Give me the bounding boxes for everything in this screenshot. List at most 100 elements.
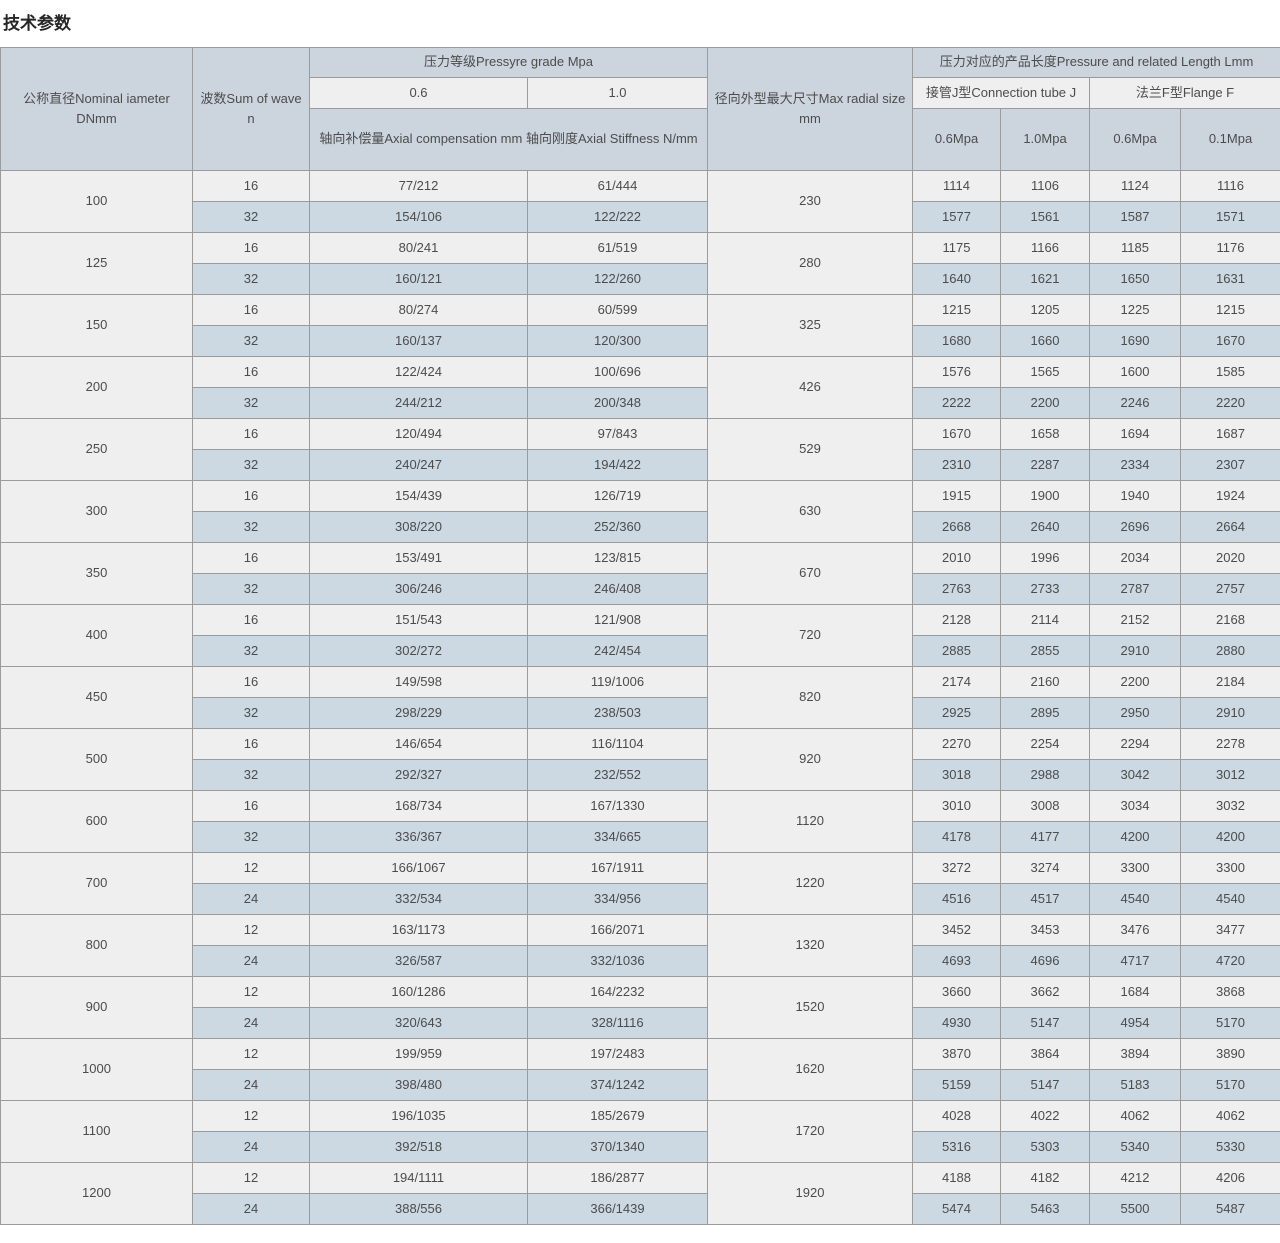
axial-10-cell: 186/2877	[527, 1162, 708, 1194]
axial-06-cell: 160/121	[309, 263, 528, 295]
flange-01-length-cell: 2757	[1180, 573, 1280, 605]
flange-06-length-cell: 1694	[1089, 418, 1181, 450]
tube-06-length-cell: 1175	[912, 232, 1001, 264]
axial-06-cell: 160/137	[309, 325, 528, 357]
axial-10-cell: 242/454	[527, 635, 708, 667]
radial-size-cell: 1120	[707, 790, 913, 853]
table-row: 1100 12 196/1035 185/2679 1720 4028 4022 4062 40…	[0, 1100, 1280, 1163]
flange-01-length-cell: 3868	[1180, 976, 1280, 1008]
tube-10-length-cell: 2254	[1000, 728, 1090, 760]
table-row: 500 16 146/654 116/1104 920 2270 2254 2294 2278	[0, 728, 1280, 791]
dn-cell: 800	[0, 914, 193, 977]
header-connection-tube: 接管J型Connection tube J	[912, 77, 1090, 109]
axial-10-cell: 61/519	[527, 232, 708, 264]
table-row: 600 16 168/734 167/1330 1120 3010 3008 3034 3032	[0, 790, 1280, 853]
axial-10-cell: 238/503	[527, 697, 708, 729]
flange-01-length-cell: 2168	[1180, 604, 1280, 636]
tube-06-length-cell: 1640	[912, 263, 1001, 295]
tube-10-length-cell: 1561	[1000, 201, 1090, 233]
tube-10-length-cell: 5147	[1000, 1069, 1090, 1101]
axial-10-cell: 60/599	[527, 294, 708, 326]
tube-06-length-cell: 3452	[912, 914, 1001, 946]
wave-count-cell: 32	[192, 201, 310, 233]
axial-10-cell: 126/719	[527, 480, 708, 512]
axial-06-cell: 151/543	[309, 604, 528, 636]
tube-10-length-cell: 1565	[1000, 356, 1090, 388]
header-flange-06mpa: 0.6Mpa	[1089, 108, 1181, 171]
tube-10-length-cell: 5463	[1000, 1193, 1090, 1225]
radial-size-cell: 1720	[707, 1100, 913, 1163]
axial-10-cell: 123/815	[527, 542, 708, 574]
wave-count-cell: 32	[192, 511, 310, 543]
axial-06-cell: 388/556	[309, 1193, 528, 1225]
table-header: 公称直径Nominal iameter DNmm 波数Sum of wave n…	[0, 47, 1280, 171]
tube-06-length-cell: 4178	[912, 821, 1001, 853]
dn-cell: 600	[0, 790, 193, 853]
axial-06-cell: 160/1286	[309, 976, 528, 1008]
table-row: 32 160/121 122/260 1640 1621 1650 1631	[1, 263, 1280, 295]
flange-01-length-cell: 2184	[1180, 666, 1280, 698]
tube-06-length-cell: 2885	[912, 635, 1001, 667]
flange-01-length-cell: 5170	[1180, 1007, 1280, 1039]
axial-06-cell: 166/1067	[309, 852, 528, 884]
axial-06-cell: 308/220	[309, 511, 528, 543]
wave-count-cell: 24	[192, 1069, 310, 1101]
tube-10-length-cell: 2855	[1000, 635, 1090, 667]
table-row: 24 388/556 366/1439 5474 5463 5500 5487	[1, 1193, 1280, 1225]
flange-06-length-cell: 3894	[1089, 1038, 1181, 1070]
flange-06-length-cell: 2910	[1089, 635, 1181, 667]
flange-06-length-cell: 4717	[1089, 945, 1181, 977]
axial-10-cell: 252/360	[527, 511, 708, 543]
flange-01-length-cell: 2910	[1180, 697, 1280, 729]
tube-10-length-cell: 2895	[1000, 697, 1090, 729]
radial-size-cell: 280	[707, 232, 913, 295]
flange-06-length-cell: 2034	[1089, 542, 1181, 574]
tube-06-length-cell: 4516	[912, 883, 1001, 915]
tube-06-length-cell: 2763	[912, 573, 1001, 605]
flange-06-length-cell: 1684	[1089, 976, 1181, 1008]
axial-06-cell: 320/643	[309, 1007, 528, 1039]
table-row: 250 16 120/494 97/843 529 1670 1658 1694 1687	[0, 418, 1280, 481]
axial-10-cell: 334/665	[527, 821, 708, 853]
tube-10-length-cell: 3453	[1000, 914, 1090, 946]
wave-count-cell: 32	[192, 263, 310, 295]
header-tube-06mpa: 0.6Mpa	[912, 108, 1001, 171]
table-row: 24 326/587 332/1036 4693 4696 4717 4720	[1, 945, 1280, 977]
wave-count-cell: 12	[192, 914, 310, 946]
tube-10-length-cell: 2200	[1000, 387, 1090, 419]
flange-01-length-cell: 5330	[1180, 1131, 1280, 1163]
tube-06-length-cell: 1680	[912, 325, 1001, 357]
wave-count-cell: 32	[192, 697, 310, 729]
tube-10-length-cell: 1205	[1000, 294, 1090, 326]
axial-06-cell: 80/241	[309, 232, 528, 264]
flange-01-length-cell: 4200	[1180, 821, 1280, 853]
tube-06-length-cell: 4930	[912, 1007, 1001, 1039]
dn-cell: 500	[0, 728, 193, 791]
wave-count-cell: 24	[192, 1131, 310, 1163]
axial-10-cell: 185/2679	[527, 1100, 708, 1132]
flange-06-length-cell: 1600	[1089, 356, 1181, 388]
wave-count-cell: 24	[192, 883, 310, 915]
tube-10-length-cell: 2733	[1000, 573, 1090, 605]
table-row: 32 244/212 200/348 2222 2200 2246 2220	[1, 387, 1280, 419]
axial-06-cell: 240/247	[309, 449, 528, 481]
table-row: 32 336/367 334/665 4178 4177 4200 4200	[1, 821, 1280, 853]
dn-cell: 350	[0, 542, 193, 605]
flange-01-length-cell: 1176	[1180, 232, 1280, 264]
radial-size-cell: 529	[707, 418, 913, 481]
flange-01-length-cell: 1687	[1180, 418, 1280, 450]
wave-count-cell: 32	[192, 325, 310, 357]
axial-10-cell: 334/956	[527, 883, 708, 915]
table-row: 32 160/137 120/300 1680 1660 1690 1670	[1, 325, 1280, 357]
flange-06-length-cell: 4540	[1089, 883, 1181, 915]
axial-06-cell: 120/494	[309, 418, 528, 450]
axial-06-cell: 194/1111	[309, 1162, 528, 1194]
tube-06-length-cell: 5474	[912, 1193, 1001, 1225]
flange-01-length-cell: 2307	[1180, 449, 1280, 481]
axial-06-cell: 196/1035	[309, 1100, 528, 1132]
header-grade-10: 1.0	[527, 77, 708, 109]
axial-10-cell: 166/2071	[527, 914, 708, 946]
table-row: 100 16 77/212 61/444 230 1114 1106 1124 1116	[0, 170, 1280, 233]
table-row: 1000 12 199/959 197/2483 1620 3870 3864 3894 389…	[0, 1038, 1280, 1101]
tube-10-length-cell: 4696	[1000, 945, 1090, 977]
